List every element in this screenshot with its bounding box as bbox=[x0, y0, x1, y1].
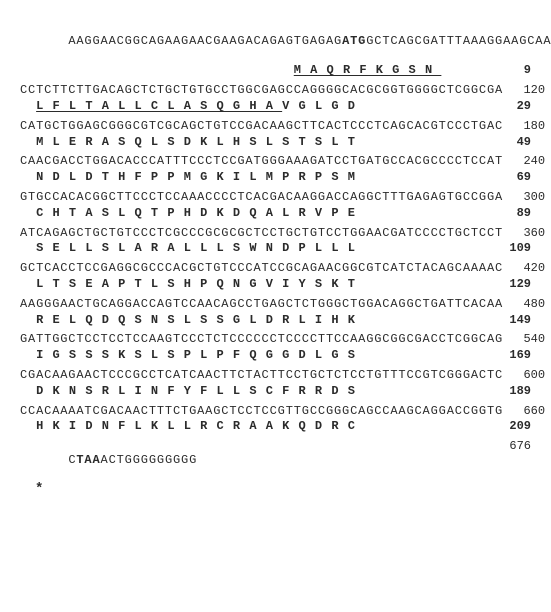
aa-pos-5: 89 bbox=[489, 207, 531, 221]
nuc-row-3: CATGCTGGAGCGGGCGTCGCAGCTGTCCGACAAGCTTCAC… bbox=[20, 120, 531, 134]
aa-seq-4: NDLDTHFPPMGKILMPRPSM bbox=[36, 170, 364, 184]
aa-row-3: MLERASQLSDKLHSLSTSLT 49 bbox=[20, 136, 531, 150]
aa-seq-5: CHTASLQTPHDKDQALRVPE bbox=[36, 206, 364, 220]
aa-pos-11: 209 bbox=[489, 420, 531, 434]
nuc-row-12: CTAAACTGGGGGGGGG 676 bbox=[20, 440, 531, 481]
nuc-pos-5: 300 bbox=[503, 191, 545, 205]
aa-pos-9: 169 bbox=[489, 349, 531, 363]
aa-seq-2-signal: LFLTALLCLASQGHA bbox=[36, 99, 282, 113]
nuc-pos-9: 540 bbox=[503, 333, 545, 347]
aa-seq-2-rest: VGLGD bbox=[282, 99, 364, 113]
aa-seq-3: MLERASQLSDKLHSLSTSLT bbox=[36, 135, 364, 149]
stop-marker: * bbox=[20, 481, 531, 497]
aa-seq-1: MAQRFKGSN bbox=[294, 63, 442, 77]
aa-seq-10: DKNSRLINFYFLLSCFRRDS bbox=[36, 384, 364, 398]
nuc-seq-1-pre: AAGGAACGGCAGAAGAACGAAGACAGAGTGAGAG bbox=[68, 34, 342, 48]
nuc-seq-5: GTGCCACACGGCTTCCCTCCAAACCCCTCACGACAAGGAC… bbox=[20, 191, 503, 205]
nuc-seq-1: AAGGAACGGCAGAAGAACGAAGACAGAGTGAGAGATGGCT… bbox=[20, 21, 551, 62]
nuc-seq-7: GCTCACCTCCGAGGCGCCCACGCTGTCCCATCCGCAGAAC… bbox=[20, 262, 503, 276]
nuc-pos-6: 360 bbox=[503, 227, 545, 241]
aa-seq-8: RELQDQSNSLSSGLDRLIHK bbox=[36, 313, 364, 327]
aa-pos-1: 9 bbox=[489, 64, 531, 78]
nuc-pos-2: 120 bbox=[503, 84, 545, 98]
aa-row-11: HKIDNFLKLLRCRAAKQDRC 209 bbox=[20, 420, 531, 434]
nuc-seq-10: CGACAAGAACTCCCGCCTCATCAACTTCTACTTCCTGCTC… bbox=[20, 369, 503, 383]
aa-row-4: NDLDTHFPPMGKILMPRPSM 69 bbox=[20, 171, 531, 185]
nuc-row-9: GATTGGCTCCTCCTCCAAGTCCCTCTCCCCCCTCCCCTTC… bbox=[20, 333, 531, 347]
aa-pos-8: 149 bbox=[489, 314, 531, 328]
nuc-pos-12: 676 bbox=[489, 440, 531, 454]
nuc-row-4: CAACGACCTGGACACCCATTTCCCTCCGATGGGAAAGATC… bbox=[20, 155, 531, 169]
start-codon: ATG bbox=[342, 34, 366, 48]
aa-row-9: IGSSSKSLSPLPFQGGDLGS 169 bbox=[20, 349, 531, 363]
nuc-seq-4: CAACGACCTGGACACCCATTTCCCTCCGATGGGAAAGATC… bbox=[20, 155, 503, 169]
nuc-pos-7: 420 bbox=[503, 262, 545, 276]
aa-seq-6: SELLSLARALLLSWNDPLLL bbox=[36, 241, 364, 255]
nuc-seq-3: CATGCTGGAGCGGGCGTCGCAGCTGTCCGACAAGCTTCAC… bbox=[20, 120, 503, 134]
nuc-row-1: AAGGAACGGCAGAAGAACGAAGACAGAGTGAGAGATGGCT… bbox=[20, 21, 531, 62]
nuc-row-6: ATCAGAGCTGCTGTCCCTCGCCCGCGCGCTCCTGCTGTCC… bbox=[20, 227, 531, 241]
nuc-row-8: AAGGGAACTGCAGGACCAGTCCAACAGCCTGAGCTCTGGG… bbox=[20, 298, 531, 312]
aa-row-10: DKNSRLINFYFLLSCFRRDS 189 bbox=[20, 385, 531, 399]
nuc-pos-8: 480 bbox=[503, 298, 545, 312]
aa-seq-9: IGSSSKSLSPLPFQGGDLGS bbox=[36, 348, 364, 362]
aa-row-1: MAQRFKGSN 9 bbox=[20, 64, 531, 78]
aa-pos-3: 49 bbox=[489, 136, 531, 150]
nuc-pos-4: 240 bbox=[503, 155, 545, 169]
aa-row-5: CHTASLQTPHDKDQALRVPE 89 bbox=[20, 207, 531, 221]
stop-codon: TAA bbox=[76, 453, 100, 467]
nuc-seq-8: AAGGGAACTGCAGGACCAGTCCAACAGCCTGAGCTCTGGG… bbox=[20, 298, 503, 312]
nuc-seq-2: CCTCTTCTTGACAGCTCTGCTGTGCCTGGCGAGCCAGGGG… bbox=[20, 84, 503, 98]
nuc-pos-3: 180 bbox=[503, 120, 545, 134]
nuc-row-11: CCACAAAATCGACAACTTTCTGAAGCTCCTCCGTTGCCGG… bbox=[20, 405, 531, 419]
nuc-seq-12-post: ACTGGGGGGGGG bbox=[101, 453, 198, 467]
nuc-pos-11: 660 bbox=[503, 405, 545, 419]
nuc-row-2: CCTCTTCTTGACAGCTCTGCTGTGCCTGGCGAGCCAGGGG… bbox=[20, 84, 531, 98]
aa-pos-10: 189 bbox=[489, 385, 531, 399]
nuc-row-10: CGACAAGAACTCCCGCCTCATCAACTTCTACTTCCTGCTC… bbox=[20, 369, 531, 383]
aa-pos-7: 129 bbox=[489, 278, 531, 292]
nuc-row-5: GTGCCACACGGCTTCCCTCCAAACCCCTCACGACAAGGAC… bbox=[20, 191, 531, 205]
sequence-figure: AAGGAACGGCAGAAGAACGAAGACAGAGTGAGAGATGGCT… bbox=[0, 0, 551, 511]
nuc-row-7: GCTCACCTCCGAGGCGCCCACGCTGTCCCATCCGCAGAAC… bbox=[20, 262, 531, 276]
aa-seq-11: HKIDNFLKLLRCRAAKQDRC bbox=[36, 419, 364, 433]
aa-pos-4: 69 bbox=[489, 171, 531, 185]
nuc-pos-10: 600 bbox=[503, 369, 545, 383]
nuc-seq-9: GATTGGCTCCTCCTCCAAGTCCCTCTCCCCCCTCCCCTTC… bbox=[20, 333, 503, 347]
aa-row-2: LFLTALLCLASQGHAVGLGD 29 bbox=[20, 100, 531, 114]
nuc-seq-1-post: GCTCAGCGATTTAAAGGAAGCAA bbox=[366, 34, 551, 48]
aa-row-6: SELLSLARALLLSWNDPLLL 109 bbox=[20, 242, 531, 256]
nuc-seq-6: ATCAGAGCTGCTGTCCCTCGCCCGCGCGCTCCTGCTGTCC… bbox=[20, 227, 503, 241]
aa-row-8: RELQDQSNSLSSGLDRLIHK 149 bbox=[20, 314, 531, 328]
nuc-seq-11: CCACAAAATCGACAACTTTCTGAAGCTCCTCCGTTGCCGG… bbox=[20, 405, 503, 419]
aa-pos-2: 29 bbox=[489, 100, 531, 114]
nuc-seq-12: CTAAACTGGGGGGGGG bbox=[20, 440, 489, 481]
aa-seq-7: LTSEAPTLSHPQNGVIYSKT bbox=[36, 277, 364, 291]
aa-row-7: LTSEAPTLSHPQNGVIYSKT 129 bbox=[20, 278, 531, 292]
aa-lead-1 bbox=[20, 64, 294, 78]
aa-pos-6: 109 bbox=[489, 242, 531, 256]
